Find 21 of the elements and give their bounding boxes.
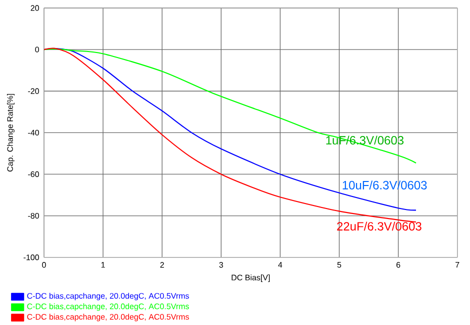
y-tick-label: -80: [28, 212, 39, 219]
x-tick-label: 6: [396, 262, 400, 268]
x-tick-label: 5: [337, 262, 342, 268]
x-tick-label: 1: [101, 262, 105, 268]
y-axis-title: Cap. Change Rate[%]: [7, 94, 14, 172]
x-tick-label: 4: [278, 262, 282, 268]
legend-label: C-DC bias,capchange, 20.0degC, AC0.5Vrms: [27, 314, 189, 322]
x-tick-label: 2: [160, 262, 164, 268]
y-tick-label: -20: [28, 88, 39, 94]
y-tick-label: -40: [28, 130, 39, 136]
legend-label: C-DC bias,capchange, 20.0degC, AC0.5Vrms: [27, 292, 189, 300]
y-tick-label: 0: [35, 46, 39, 52]
line-series: [44, 48, 417, 164]
x-tick-label: 0: [42, 262, 46, 268]
x-tick-label: 3: [219, 262, 224, 268]
y-tick-label: -100: [24, 254, 39, 260]
y-tick-label: 20: [30, 5, 39, 11]
x-tick-label: 7: [456, 262, 460, 268]
y-tick-label: -60: [28, 171, 39, 178]
x-axis-title: DC Bias[V]: [232, 274, 270, 282]
legend-label: C-DC bias,capchange, 20.0degC, AC0.5Vrms: [27, 303, 189, 311]
